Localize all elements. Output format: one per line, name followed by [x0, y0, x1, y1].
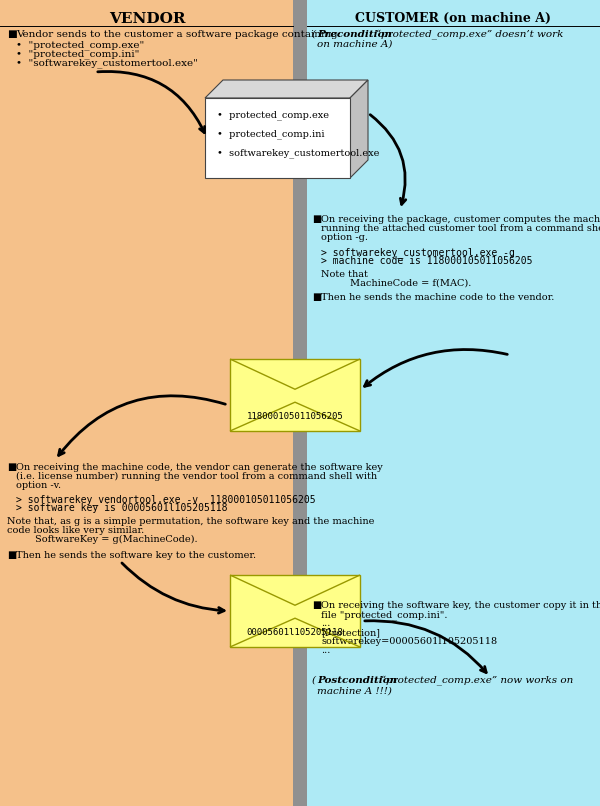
Text: (: (: [312, 30, 316, 39]
Polygon shape: [350, 80, 368, 178]
Text: > softwarekey_vendortool.exe -v  118000105011056205: > softwarekey_vendortool.exe -v 11800010…: [16, 494, 316, 505]
Text: (: (: [312, 676, 316, 685]
Text: > software key is 00005601l105205118: > software key is 00005601l105205118: [16, 503, 227, 513]
Bar: [307, 0, 600, 806]
Text: ■: ■: [312, 215, 321, 224]
Text: ■: ■: [312, 293, 321, 302]
Bar: [230, 359, 360, 431]
Text: On receiving the machine code, the vendor can generate the software key: On receiving the machine code, the vendo…: [16, 463, 383, 472]
Bar: [293, 0, 307, 806]
Bar: [230, 575, 360, 647]
Text: : “protected_comp.exe” doesn’t work: : “protected_comp.exe” doesn’t work: [369, 30, 563, 40]
Text: ...: ...: [321, 619, 331, 628]
Text: On receiving the package, customer computes the machine code: On receiving the package, customer compu…: [321, 215, 600, 224]
Text: VENDOR: VENDOR: [109, 12, 185, 26]
Text: •  softwarekey_customertool.exe: • softwarekey_customertool.exe: [217, 148, 379, 158]
Bar: [205, 98, 350, 178]
Text: (i.e. license number) running the vendor tool from a command shell with: (i.e. license number) running the vendor…: [16, 472, 377, 481]
Text: SoftwareKey = g(MachineCode).: SoftwareKey = g(MachineCode).: [35, 535, 197, 544]
Text: ■: ■: [7, 30, 17, 39]
Text: MachineCode = f(MAC).: MachineCode = f(MAC).: [350, 279, 472, 288]
Bar: [0, 0, 293, 806]
Text: •  "protected_comp.ini": • "protected_comp.ini": [16, 49, 139, 59]
Text: Postcondition: Postcondition: [317, 676, 397, 685]
Text: ■: ■: [7, 551, 16, 560]
Text: ...: ...: [321, 646, 331, 655]
Text: •  "softwarekey_customertool.exe": • "softwarekey_customertool.exe": [16, 58, 198, 68]
Text: •  protected_comp.ini: • protected_comp.ini: [217, 129, 325, 139]
Text: Precondition: Precondition: [317, 30, 392, 39]
Text: CUSTOMER (on machine A): CUSTOMER (on machine A): [355, 12, 551, 25]
Text: machine A !!!): machine A !!!): [317, 687, 392, 696]
Text: ■: ■: [7, 463, 16, 472]
Polygon shape: [205, 80, 368, 98]
Text: [Protection]: [Protection]: [321, 628, 380, 637]
Text: option -v.: option -v.: [16, 481, 61, 490]
Text: > machine code is 118000105011056205: > machine code is 118000105011056205: [321, 256, 533, 266]
Text: Note that, as g is a simple permutation, the software key and the machine: Note that, as g is a simple permutation,…: [7, 517, 374, 526]
Text: > softwarekey_customertool.exe -g: > softwarekey_customertool.exe -g: [321, 247, 515, 258]
Text: file "protected_comp.ini".: file "protected_comp.ini".: [321, 610, 448, 620]
Text: On receiving the software key, the customer copy it in the ".ini": On receiving the software key, the custo…: [321, 601, 600, 610]
Text: option -g.: option -g.: [321, 233, 368, 242]
Text: Note that: Note that: [321, 270, 368, 279]
Text: Then he sends the machine code to the vendor.: Then he sends the machine code to the ve…: [321, 293, 554, 302]
Text: •  "protected_comp.exe": • "protected_comp.exe": [16, 40, 144, 50]
Text: ■: ■: [312, 601, 321, 610]
Text: •  protected_comp.exe: • protected_comp.exe: [217, 110, 329, 119]
Text: Then he sends the software key to the customer.: Then he sends the software key to the cu…: [16, 551, 256, 560]
Text: : “protected_comp.exe” now works on: : “protected_comp.exe” now works on: [374, 676, 573, 686]
Text: softwarekey=00005601l105205118: softwarekey=00005601l105205118: [321, 637, 497, 646]
Text: 00005601l105205118: 00005601l105205118: [247, 628, 343, 637]
Text: code looks like very similar.: code looks like very similar.: [7, 526, 144, 535]
Text: Vendor sends to the customer a software package containing:: Vendor sends to the customer a software …: [16, 30, 341, 39]
Text: 118000105011056205: 118000105011056205: [247, 412, 343, 421]
Text: on machine A): on machine A): [317, 40, 392, 49]
Text: running the attached customer tool from a command shell with: running the attached customer tool from …: [321, 224, 600, 233]
